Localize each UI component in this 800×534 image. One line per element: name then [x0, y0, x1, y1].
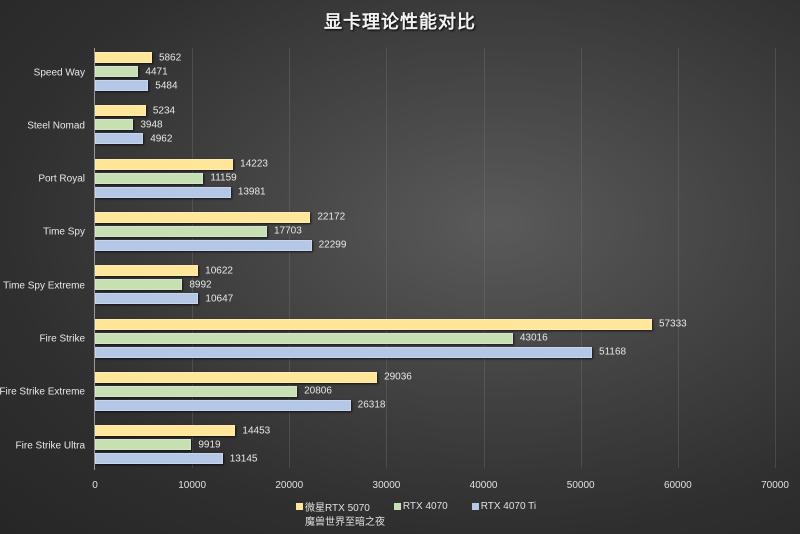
data-label: 5862 — [158, 52, 182, 63]
category-label: Fire Strike — [39, 333, 85, 345]
legend-label: RTX 4070 Ti — [480, 501, 537, 512]
gridline — [192, 48, 193, 468]
bar-rtx4070ti[interactable] — [95, 399, 351, 411]
bar-rtx5070[interactable] — [95, 318, 652, 330]
data-label: 5234 — [152, 105, 176, 117]
category-label: Port Royal — [38, 173, 85, 185]
bar-rtx4070ti[interactable] — [95, 80, 149, 91]
data-label: 10622 — [205, 265, 233, 277]
gridline — [678, 48, 679, 468]
data-label: 10647 — [205, 293, 234, 305]
bar-rtx4070[interactable] — [95, 279, 183, 291]
data-label: 14223 — [240, 158, 268, 170]
x-tick-label: 70000 — [761, 480, 789, 491]
data-label: 17703 — [273, 225, 302, 237]
data-label: 29036 — [384, 371, 412, 383]
data-label: 13981 — [237, 186, 266, 198]
data-label: 20806 — [304, 385, 332, 397]
bar-rtx4070ti[interactable] — [95, 186, 231, 198]
category-label: Steel Nomad — [27, 120, 85, 132]
data-label: 4962 — [150, 133, 173, 145]
bar-rtx5070[interactable] — [95, 425, 236, 437]
data-label: 51168 — [599, 346, 627, 358]
gridline — [775, 48, 776, 468]
data-label: 11159 — [210, 172, 237, 184]
legend-subtitle: 魔兽世界至暗之夜 — [305, 517, 385, 528]
bar-rtx4070ti[interactable] — [95, 293, 199, 305]
bar-rtx4070[interactable] — [95, 332, 513, 344]
legend-swatch-icon — [471, 503, 479, 510]
bar-rtx5070[interactable] — [95, 211, 311, 223]
data-label: 57333 — [658, 318, 687, 330]
data-label: 5484 — [155, 80, 178, 91]
data-label: 14453 — [242, 425, 271, 437]
bar-rtx4070[interactable] — [95, 439, 192, 451]
bar-rtx4070ti[interactable] — [95, 453, 223, 465]
bar-rtx4070[interactable] — [95, 385, 298, 397]
data-label: 22299 — [318, 239, 347, 251]
x-tick-label: 50000 — [566, 480, 595, 491]
bar-rtx4070[interactable] — [95, 225, 267, 237]
category-label: Time Spy Extreme — [3, 280, 85, 292]
legend-item[interactable]: 微星RTX 5070 — [296, 499, 370, 514]
legend-label: 微星RTX 5070 — [305, 503, 370, 514]
bar-rtx4070[interactable] — [95, 172, 204, 184]
x-tick-label: 10000 — [178, 480, 207, 491]
data-label: 3948 — [140, 119, 163, 131]
bar-rtx4070ti[interactable] — [95, 133, 144, 145]
category-label: Fire Strike Extreme — [0, 386, 85, 398]
data-label: 13145 — [229, 453, 258, 465]
legend-label: RTX 4070 — [402, 501, 448, 512]
legend: 微星RTX 5070 RTX 4070 RTX 4070 Ti — [296, 499, 536, 514]
bar-rtx4070[interactable] — [95, 66, 139, 77]
legend-item[interactable]: RTX 4070 Ti — [471, 499, 537, 514]
bar-rtx4070ti[interactable] — [95, 239, 312, 251]
gridline — [289, 48, 290, 468]
gridline — [581, 48, 582, 468]
y-axis-line — [94, 48, 95, 470]
bar-rtx5070[interactable] — [95, 105, 146, 117]
bar-rtx4070[interactable] — [95, 119, 134, 131]
gridline — [484, 48, 485, 468]
x-tick-label: 30000 — [372, 480, 401, 491]
data-label: 22172 — [317, 211, 346, 223]
bar-rtx4070ti[interactable] — [95, 346, 593, 358]
data-label: 43016 — [519, 332, 548, 344]
x-tick-label: 20000 — [275, 480, 304, 491]
bar-rtx5070[interactable] — [95, 52, 152, 63]
chart-title: 显卡理论性能对比 — [324, 12, 476, 33]
category-label: Time Spy — [43, 226, 85, 238]
data-label: 9919 — [198, 439, 221, 451]
category-label: Fire Strike Ultra — [15, 440, 85, 452]
category-label: Speed Way — [33, 67, 85, 78]
bar-rtx5070[interactable] — [95, 158, 234, 170]
bar-rtx5070[interactable] — [95, 265, 199, 277]
legend-swatch-icon — [393, 503, 401, 510]
data-label: 8992 — [189, 279, 212, 291]
bar-rtx5070[interactable] — [95, 371, 378, 383]
x-tick-label: 0 — [92, 480, 98, 491]
data-label: 4471 — [145, 66, 168, 77]
gridline — [386, 48, 387, 468]
data-label: 26318 — [357, 399, 386, 411]
legend-swatch-icon — [296, 503, 303, 510]
legend-item[interactable]: RTX 4070 — [393, 499, 448, 514]
x-tick-label: 40000 — [469, 480, 498, 491]
x-tick-label: 60000 — [663, 480, 692, 491]
